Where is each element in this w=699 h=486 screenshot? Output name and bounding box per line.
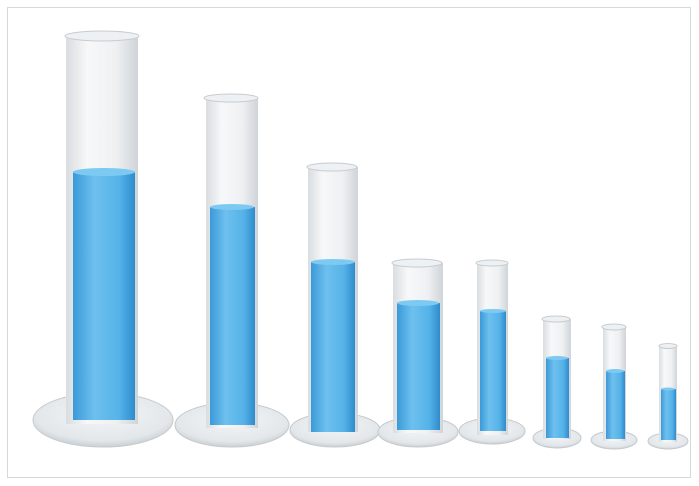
- cylinder-7: [590, 323, 638, 450]
- cylinder-1: [32, 30, 174, 448]
- cylinder-5: [458, 259, 526, 445]
- cylinder-8: [647, 343, 689, 450]
- cylinder-6: [532, 315, 582, 449]
- cylinder-3: [289, 162, 381, 448]
- cylinder-2: [174, 93, 290, 448]
- cylinder-4: [377, 258, 459, 448]
